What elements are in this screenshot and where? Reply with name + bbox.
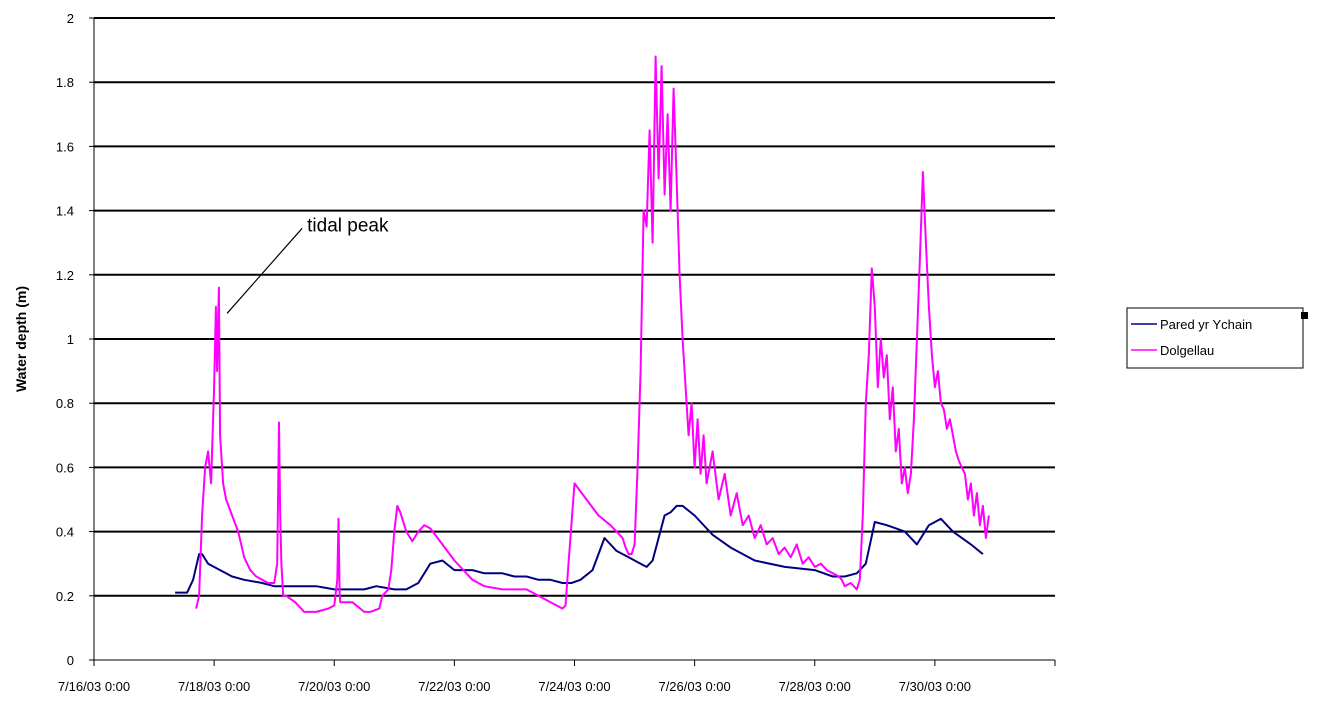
- x-tick-label: 7/24/03 0:00: [538, 679, 610, 694]
- y-tick-label: 1: [67, 332, 74, 347]
- y-axis-ticks: 0 0.2 0.4 0.6 0.8 1 1.2 1.4 1.6 1.8 2: [56, 11, 94, 668]
- series-layer: [175, 55, 990, 613]
- x-tick-label: 7/30/03 0:00: [899, 679, 971, 694]
- y-tick-label: 1.6: [56, 139, 74, 154]
- x-axis-ticks: 7/16/03 0:00 7/18/03 0:00 7/20/03 0:00 7/22…: [58, 660, 1056, 694]
- y-tick-label: 0: [67, 653, 74, 668]
- legend-label-pared-yr-ychain: Pared yr Ychain: [1160, 317, 1252, 332]
- y-tick-label: 1.8: [56, 75, 74, 90]
- y-tick-label: 0.2: [56, 589, 74, 604]
- x-tick-label: 7/18/03 0:00: [178, 679, 250, 694]
- y-axis-label: Water depth (m): [13, 286, 29, 392]
- series-line-pared-yr-ychain: [175, 504, 984, 594]
- x-tick-label: 7/22/03 0:00: [418, 679, 490, 694]
- legend-label-dolgellau: Dolgellau: [1160, 343, 1214, 358]
- legend: Pared yr Ychain Dolgellau: [1126, 307, 1308, 369]
- y-tick-label: 2: [67, 11, 74, 26]
- x-tick-label: 7/20/03 0:00: [298, 679, 370, 694]
- y-tick-label: 0.8: [56, 396, 74, 411]
- legend-marker-square: [1301, 312, 1308, 319]
- legend-box: [1126, 307, 1304, 369]
- grid-lines: [94, 17, 1055, 597]
- y-tick-label: 1.2: [56, 268, 74, 283]
- annotation-leader-line: [226, 227, 303, 314]
- y-tick-label: 0.6: [56, 460, 74, 475]
- x-tick-label: 7/16/03 0:00: [58, 679, 130, 694]
- y-tick-label: 1.4: [56, 204, 74, 219]
- annotation-label: tidal peak: [307, 215, 389, 236]
- x-tick-label: 7/26/03 0:00: [658, 679, 730, 694]
- series-line-dolgellau: [195, 55, 990, 613]
- x-tick-label: 7/28/03 0:00: [779, 679, 851, 694]
- y-tick-label: 0.4: [56, 525, 74, 540]
